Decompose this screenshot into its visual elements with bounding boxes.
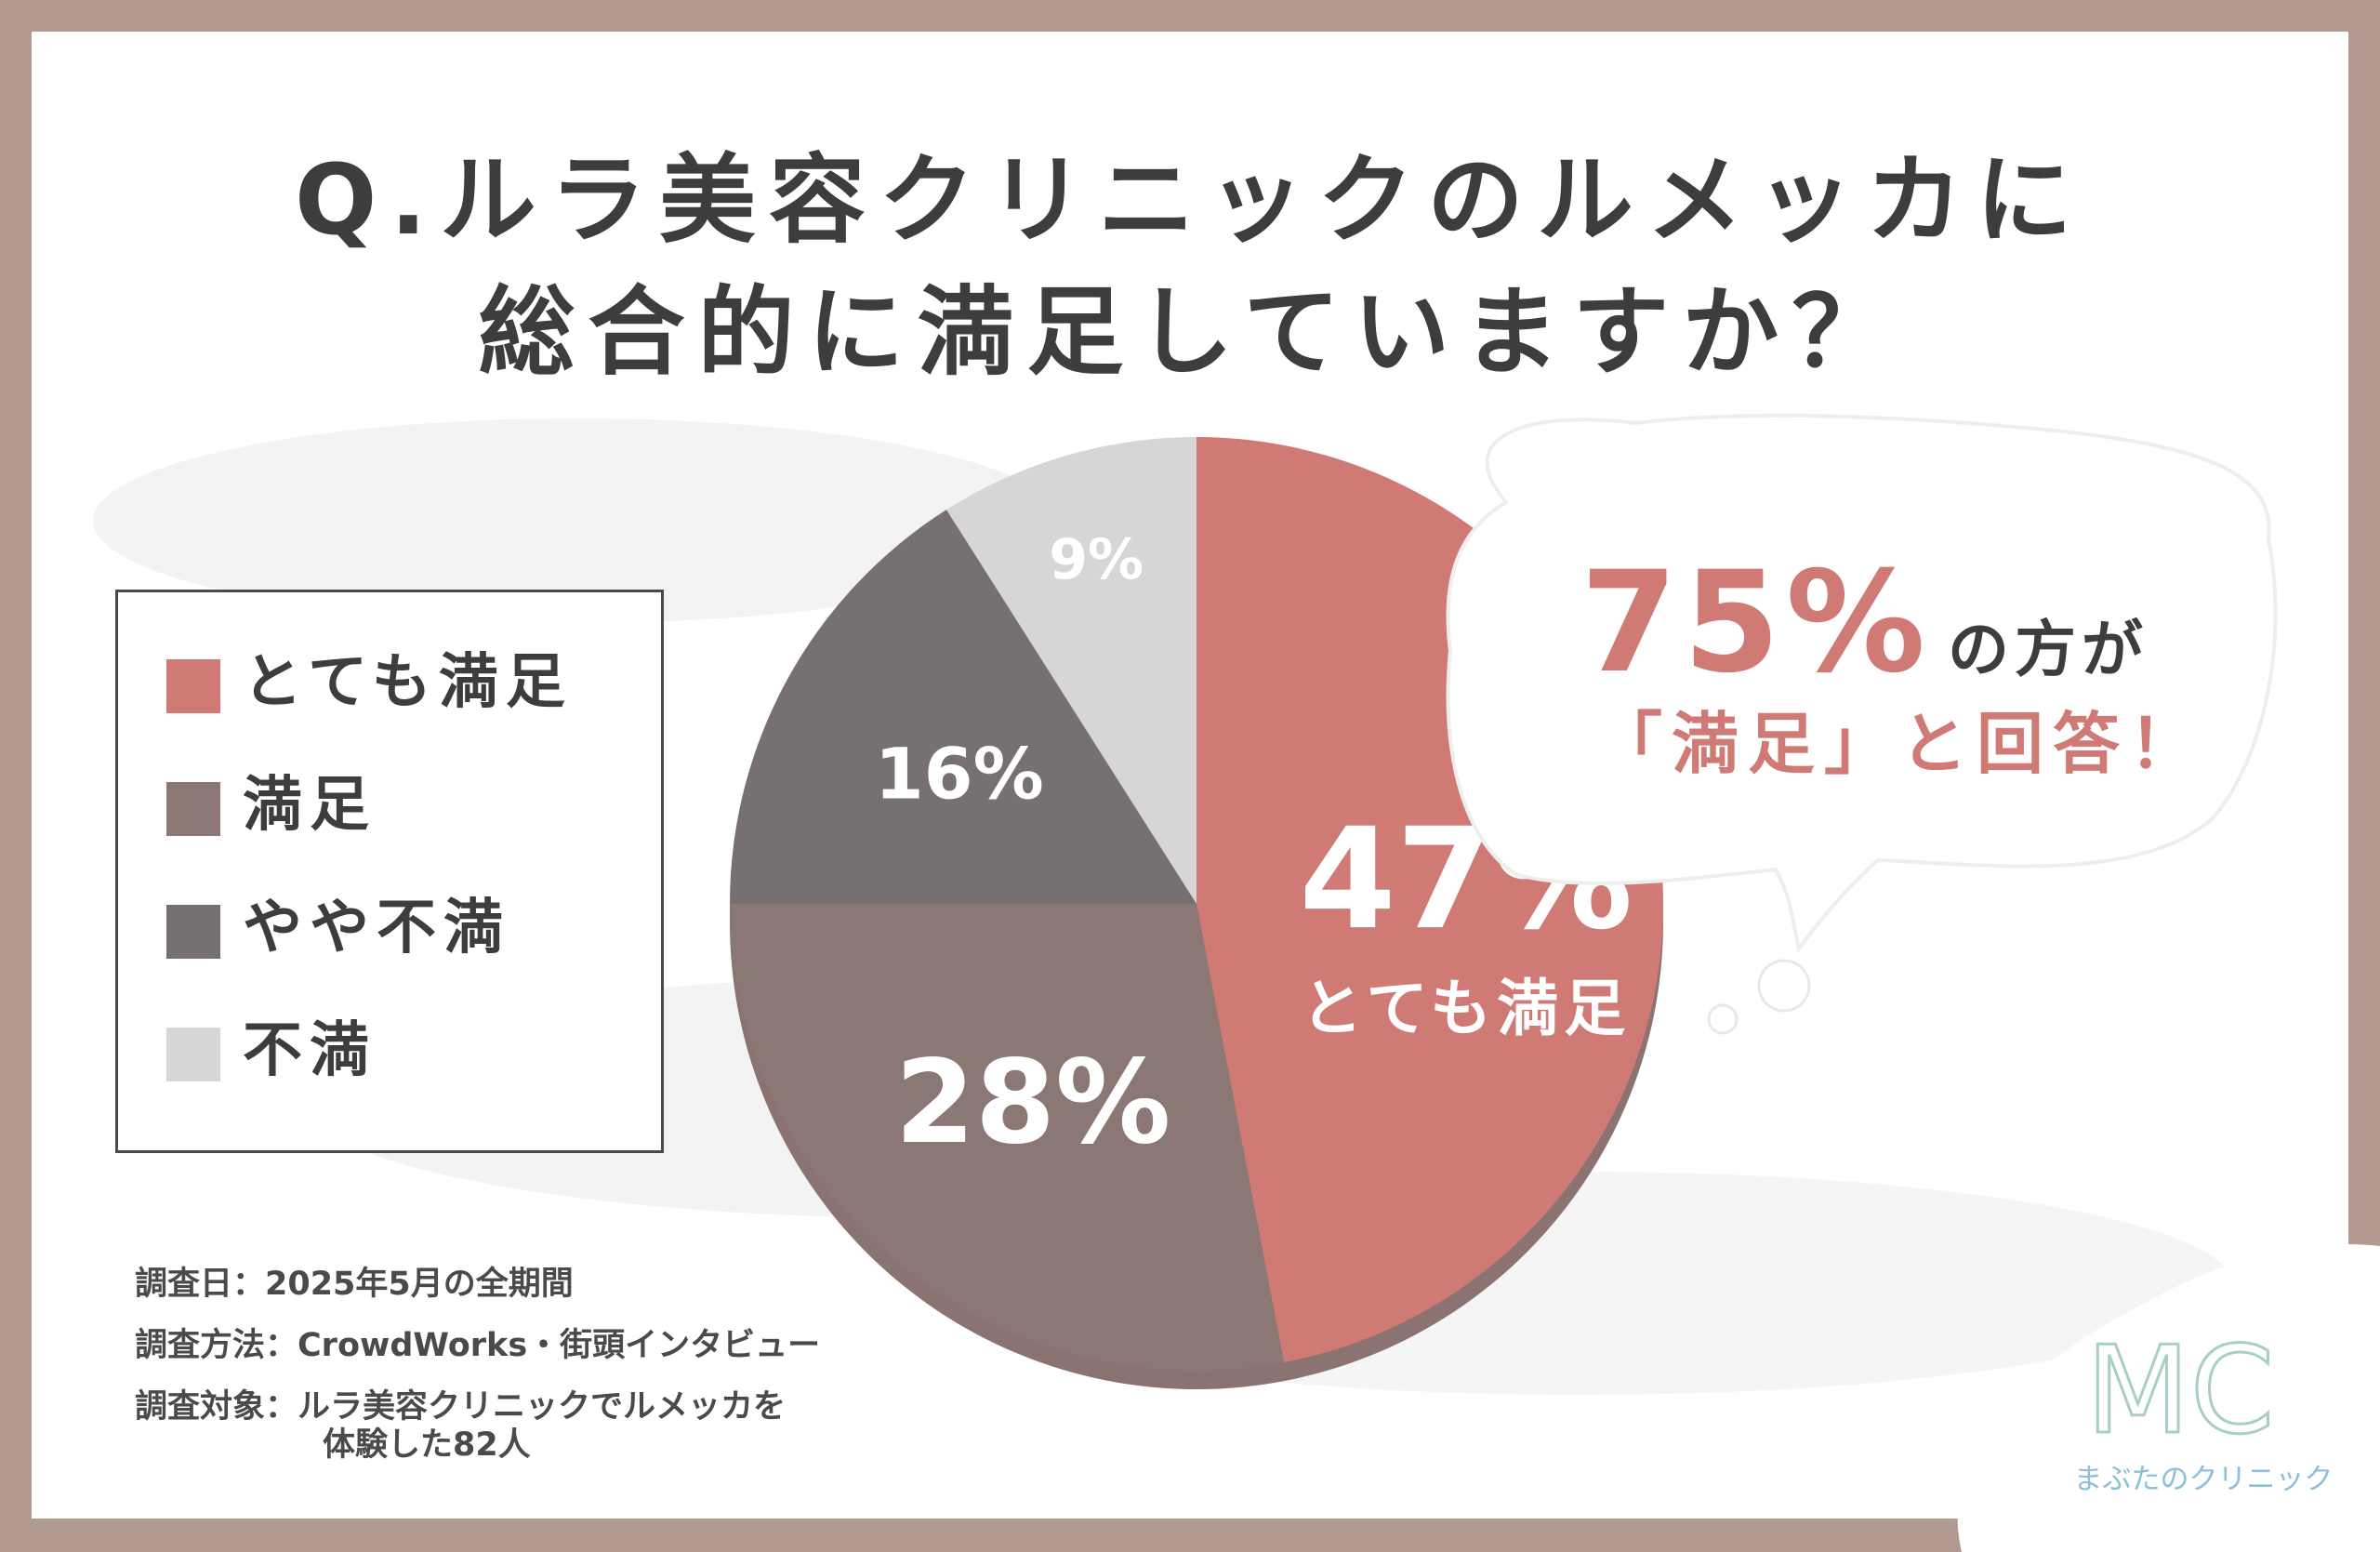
legend-label: やや不満 bbox=[243, 894, 510, 962]
pie-slice-dissatisfied bbox=[946, 437, 1197, 904]
survey-date: 調査日：2025年5月の全期間 bbox=[135, 1266, 574, 1303]
title-line-2: 総合的に満足していますか？ bbox=[478, 275, 1902, 389]
logo-mark: MC bbox=[2086, 1320, 2275, 1461]
logo-name: まぶたのクリニック bbox=[2073, 1463, 2334, 1496]
bg-smudge bbox=[93, 418, 1060, 623]
survey-target: 調査対象：ルラ美容クリニックでルメッカを bbox=[135, 1388, 787, 1426]
legend-swatch bbox=[166, 1028, 220, 1081]
pie-slice-somewhat-dissatisfied bbox=[730, 510, 1197, 904]
survey-info: 調査日：2025年5月の全期間 調査方法：CrowdWorks・街頭インタビュー… bbox=[135, 1254, 953, 1466]
legend-swatch bbox=[166, 659, 220, 713]
legend: とても満足 満足 やや不満 不満 bbox=[115, 590, 664, 1153]
logo: MC bbox=[1957, 1244, 2380, 1552]
callout-tail: の方が bbox=[1948, 614, 2149, 685]
callout-line-1: 75% の方が bbox=[1580, 549, 2149, 697]
legend-swatch bbox=[166, 905, 220, 959]
pie-label-dissatisfied: 9% bbox=[1049, 527, 1144, 592]
legend-label: 満足 bbox=[243, 771, 377, 840]
callout-dot-large bbox=[1757, 959, 1811, 1013]
survey-target-continued: 体験した82人 bbox=[323, 1426, 531, 1464]
pie-label-somewhat-dissatisfied: 16% bbox=[875, 732, 1044, 815]
logo-backdrop bbox=[1957, 1244, 2380, 1552]
legend-label: 不満 bbox=[243, 1016, 377, 1085]
legend-swatch bbox=[166, 782, 220, 836]
callout-line-2: 「満足」と回答！ bbox=[1595, 705, 2206, 783]
pie-sublabel-very-satisfied: とても満足 bbox=[1302, 973, 1632, 1044]
callout-bubble bbox=[1446, 413, 2278, 1035]
pie-label-satisfied: 28% bbox=[895, 1036, 1171, 1170]
callout-shape bbox=[1446, 413, 2278, 953]
title-line-1: Q.ルラ美容クリニックのルメッカに bbox=[295, 143, 2085, 257]
pie-slice-satisfied bbox=[730, 904, 1285, 1372]
legend-label: とても満足 bbox=[243, 648, 573, 717]
callout-dot-small bbox=[1707, 1003, 1739, 1035]
callout-percent: 75% bbox=[1580, 542, 1932, 704]
survey-method: 調査方法：CrowdWorks・街頭インタビュー bbox=[135, 1327, 821, 1364]
